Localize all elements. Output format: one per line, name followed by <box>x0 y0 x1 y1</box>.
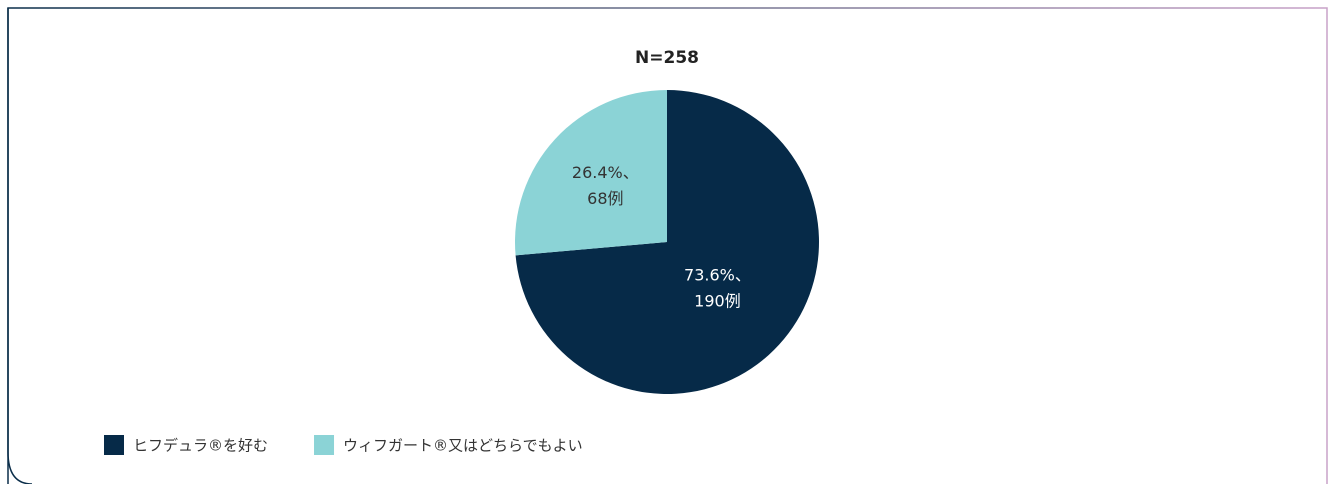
value-label: 73.6%、 <box>684 266 751 285</box>
value-label: 26.4%、 <box>572 163 639 182</box>
legend-swatch <box>104 435 124 455</box>
frame-corner <box>7 451 33 484</box>
count-label: 68例 <box>587 189 623 208</box>
legend-swatch <box>314 435 335 455</box>
legend-label: ヒフデュラ®を好む <box>133 437 268 455</box>
count-label: 190例 <box>694 292 741 311</box>
pie-slice <box>515 90 667 256</box>
legend-label: ウィフガート®又はどちらでもよい <box>343 437 583 455</box>
pie-slice <box>515 89 820 395</box>
chart-title: N=258 <box>635 48 699 68</box>
